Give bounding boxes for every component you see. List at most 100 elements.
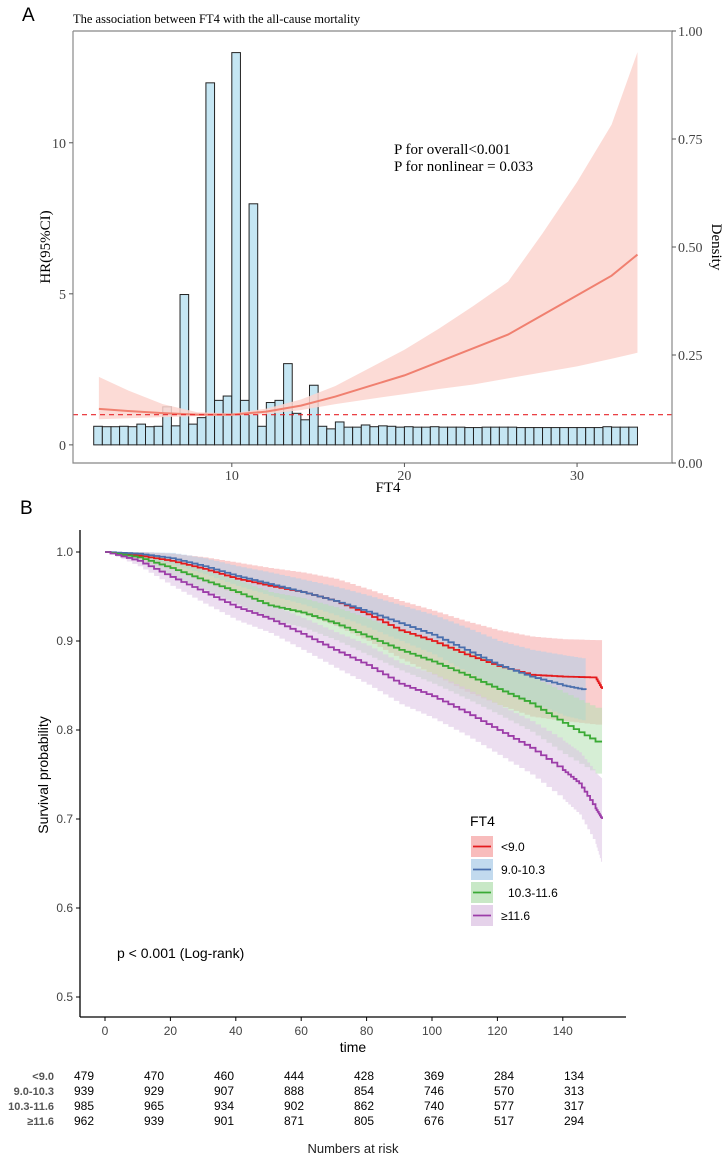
time-tick-label: 40 [229,1024,243,1038]
time-tick-label: 80 [360,1024,374,1038]
risk-cell: 676 [424,1114,444,1128]
panel-a-label: A [22,5,35,26]
histogram-bar [533,427,544,446]
histogram-bar [101,426,112,446]
risk-cell: 444 [284,1069,304,1083]
risk-cell: 317 [564,1099,584,1113]
histogram-bar [119,425,129,446]
survival-curve-1 [105,551,587,691]
y2-tick-label: 0.00 [678,457,703,472]
risk-cell: 939 [144,1114,164,1128]
histogram-bar [93,425,103,446]
histogram-bar [481,426,492,446]
histogram-bar [145,426,155,446]
y2-tick-label: 0.25 [678,349,703,364]
panel-a-title: The association between FT4 with the all… [73,12,361,26]
histogram-bar [239,399,250,446]
risk-cell: 907 [214,1084,234,1098]
histogram-bar [326,428,336,446]
risk-cell: 746 [424,1084,444,1098]
time-tick-label: 20 [164,1024,178,1038]
histogram-bar [291,412,302,446]
histogram-bar [153,425,164,446]
time-tick-label: 120 [487,1024,507,1038]
histogram-bar [317,425,328,446]
risk-cell: 939 [74,1084,94,1098]
histogram-bar [110,426,121,446]
legend-label-0: <9.0 [501,840,525,854]
risk-cell: 470 [144,1069,164,1083]
risk-cell: 934 [214,1099,234,1113]
histogram-bar [179,294,190,446]
histogram-bar [231,52,241,446]
histogram-bar [507,426,518,446]
histogram-bar [300,419,310,446]
survival-curve-0 [105,551,603,690]
legend: FT4 <9.0 9.0-10.3 10.3-11.6 ≥11.6 [470,813,558,926]
logrank-annotation: p < 0.001 (Log-rank) [117,945,244,961]
legend-label-2: 10.3-11.6 [508,886,558,900]
risk-cell: 871 [284,1114,304,1128]
legend-label-3: ≥11.6 [501,909,530,923]
survival-tick-label: 0.8 [56,723,73,737]
risk-cell: 902 [284,1099,304,1113]
survival-tick-label: 0.7 [56,812,73,826]
histogram-bar [516,427,526,446]
histogram-bar [455,426,466,446]
risk-cell: 962 [74,1114,94,1128]
risk-row-label: 10.3-11.6 [8,1101,54,1113]
risk-row-label: 9.0-10.3 [14,1086,54,1098]
risk-cell: 294 [564,1114,584,1128]
histogram-bar [559,427,569,446]
panel-a-axes: 10 20 30 0 5 10 0.00 0.25 0.50 0.75 1.00 [52,25,703,484]
histogram-bar [498,426,509,446]
panel-a-y2label: Density [708,224,724,271]
risk-cell: 862 [354,1099,374,1113]
histogram-bar [602,426,613,446]
histogram-bar [170,425,181,446]
risk-cell: 313 [564,1084,584,1098]
histogram-bar [550,427,561,446]
time-tick-label: 140 [553,1024,573,1038]
survival-tick-label: 1.0 [56,545,73,559]
histogram-bar [567,427,578,446]
histogram-bar [386,425,397,446]
survival-curves [105,551,603,819]
histogram-bar [196,417,207,446]
histogram-bar [205,82,216,446]
risk-cell: 805 [354,1114,374,1128]
histogram-bar [447,426,457,446]
time-tick-label: 100 [422,1024,442,1038]
p-overall-annotation: P for overall<0.001 [394,142,511,158]
histogram-bar [611,426,621,446]
risk-cell: 460 [214,1069,234,1083]
risk-cell: 901 [214,1114,234,1128]
histogram-bar [628,426,638,446]
histogram-bar [136,423,147,446]
histogram-bar [412,426,423,446]
panel-b-label: B [20,498,33,519]
histogram-bar [334,421,345,446]
histogram-bar [214,399,224,446]
x-tick-label: 30 [570,469,584,484]
risk-table-title: Numbers at risk [307,1141,399,1156]
risk-cell: 284 [494,1069,514,1083]
survival-curve-3 [105,551,603,819]
histogram-bar [542,427,552,446]
risk-row-label: ≥11.6 [27,1116,54,1128]
density-histogram [93,52,638,446]
histogram-bar [438,426,449,446]
histogram-bar [421,426,431,446]
legend-title: FT4 [470,813,495,829]
risk-cell: 740 [424,1099,444,1113]
survival-tick-label: 0.5 [56,990,73,1004]
x-tick-label: 10 [225,469,239,484]
histogram-bar [403,426,414,446]
panel-a-xlabel: FT4 [375,480,401,496]
risk-cell: 369 [424,1069,444,1083]
histogram-bar [257,425,267,446]
y2-tick-label: 0.75 [678,133,703,148]
risk-cell: 577 [494,1099,514,1113]
